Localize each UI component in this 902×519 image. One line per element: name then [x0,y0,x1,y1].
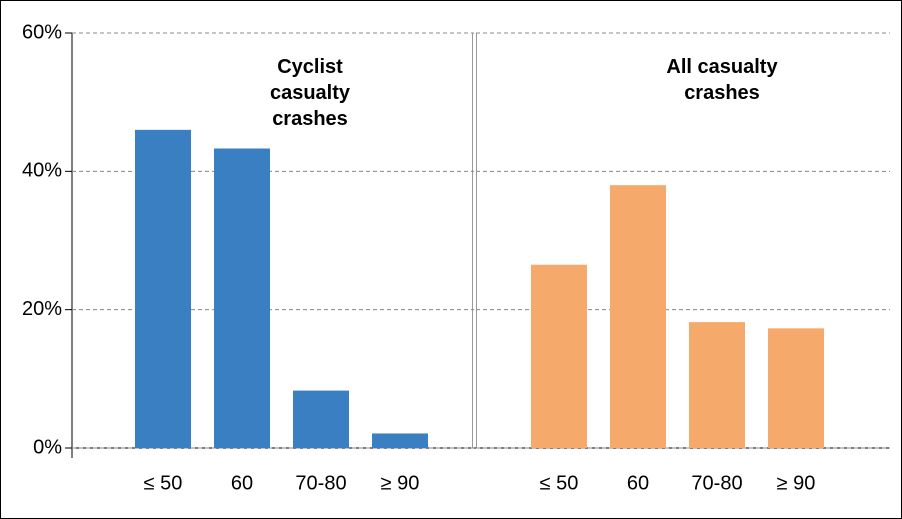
x-tick-label: ≥ 90 [777,472,816,494]
y-tick-label: 20% [22,298,62,320]
x-tick-label: ≤ 50 [540,472,579,494]
panel-title: All casualty crashes [666,56,778,104]
bar [531,264,587,448]
x-tick-label: 70-80 [295,472,346,494]
y-tick-label: 0% [33,436,62,458]
bar [293,390,349,448]
y-tick-label: 40% [22,160,62,182]
x-tick-label: ≤ 50 [144,472,183,494]
y-tick-label: 60% [22,21,62,43]
x-tick-label: 60 [627,472,649,494]
bar [768,328,824,448]
bar [135,129,191,449]
x-tick-label: 60 [231,472,253,494]
x-tick-label: 70-80 [691,472,742,494]
bar [610,185,666,448]
bar [372,433,428,448]
x-tick-label: ≥ 90 [381,472,420,494]
bar [689,322,745,448]
panel-title: Cyclist casualty crashes [269,56,351,130]
bar [214,148,270,448]
